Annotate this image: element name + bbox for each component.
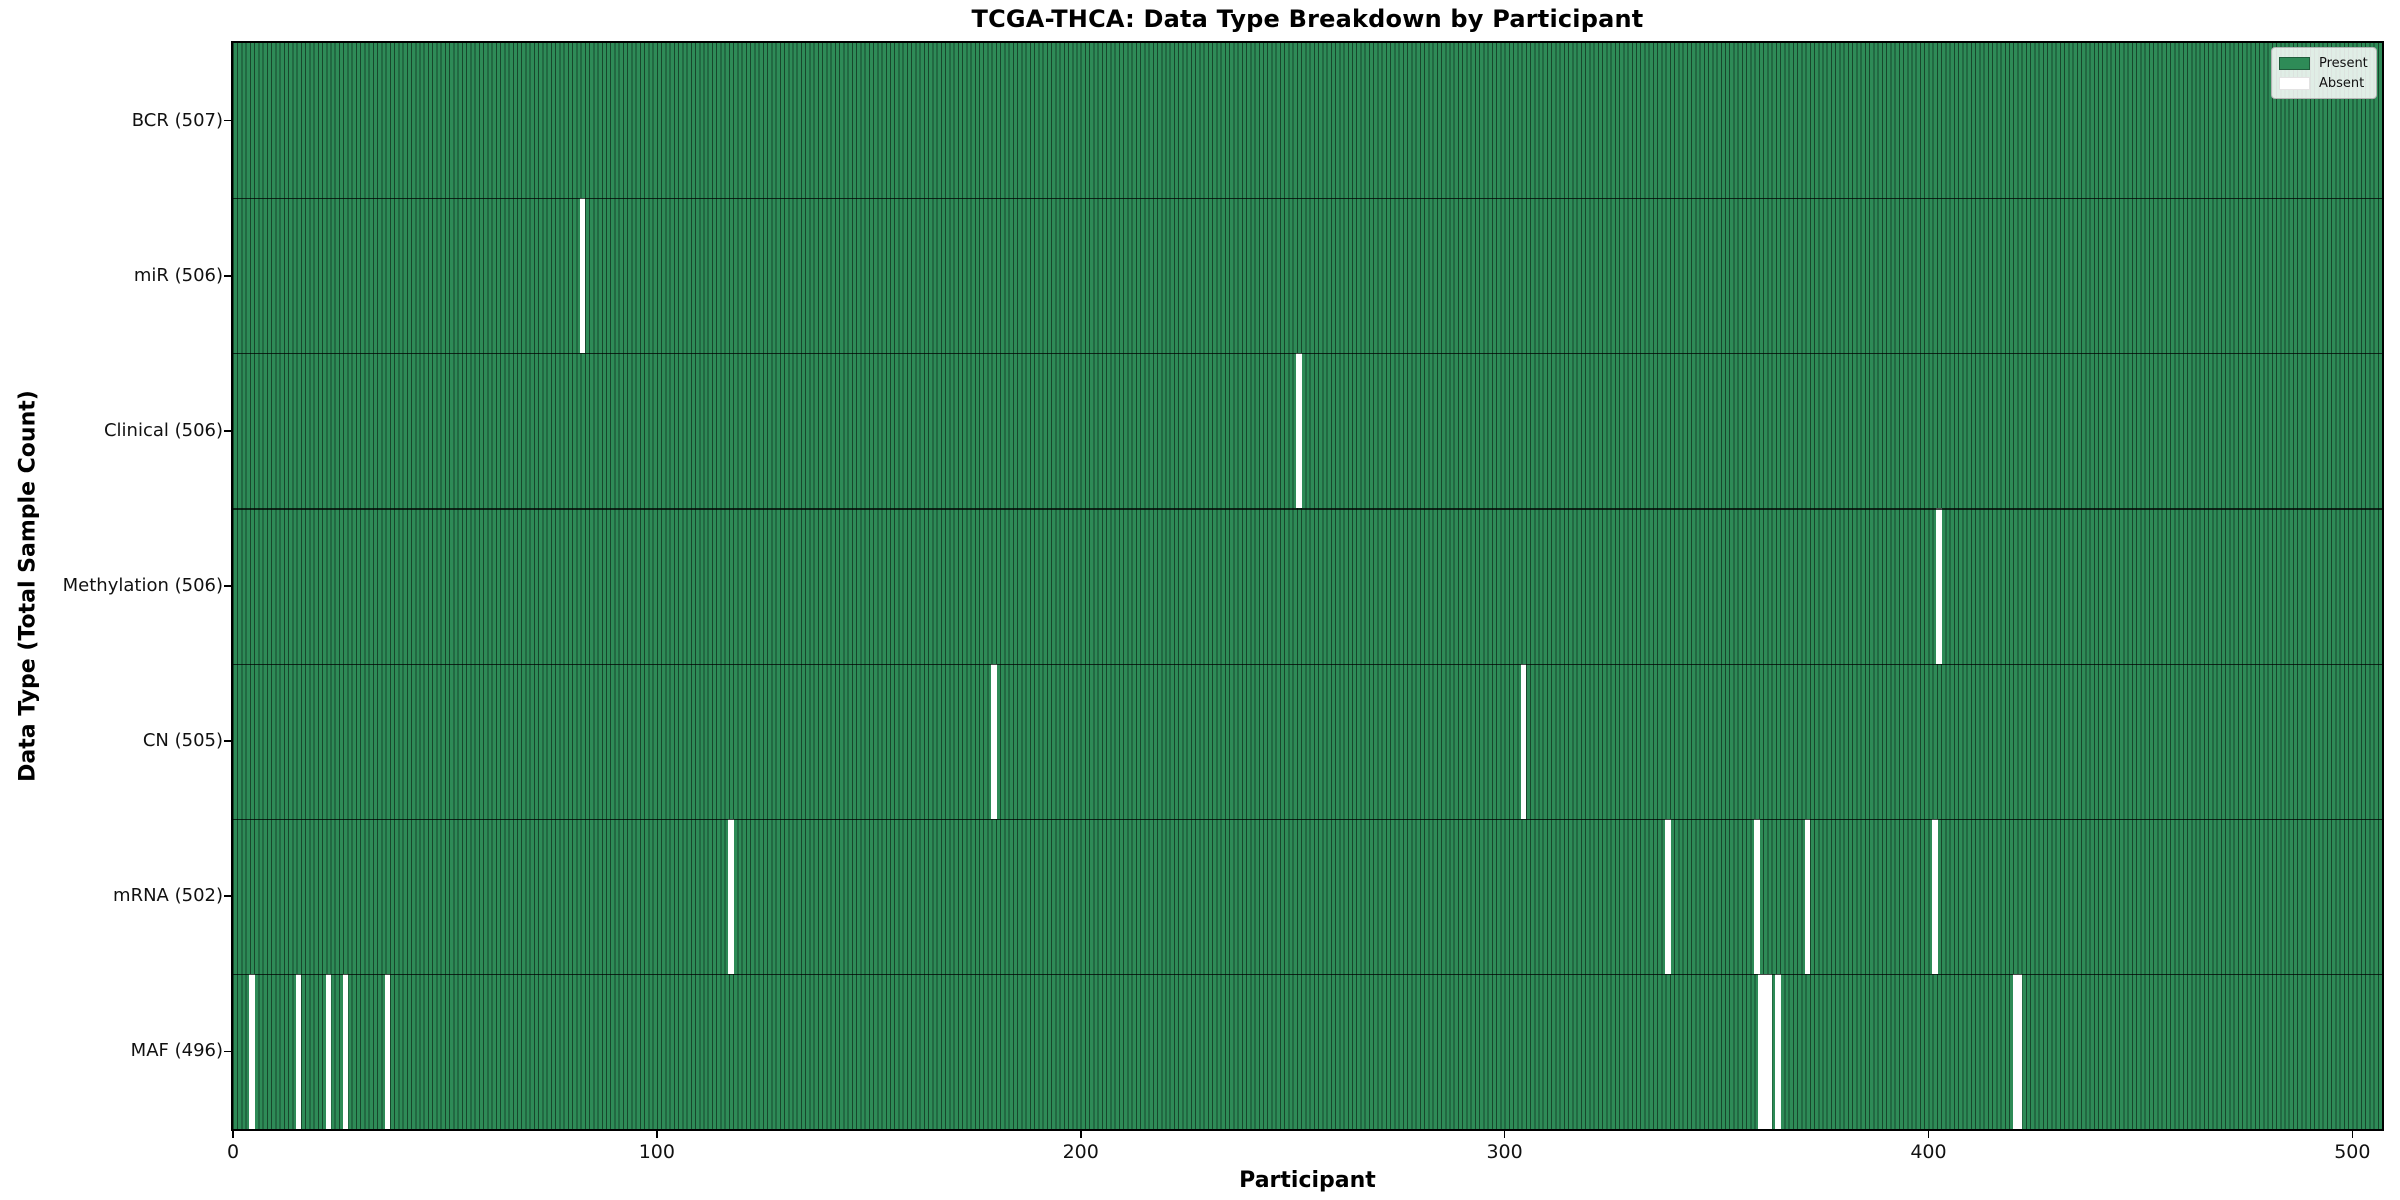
ytick-mark (224, 585, 233, 587)
absent-stripe (1766, 973, 1773, 1129)
absent-stripe (579, 198, 586, 354)
mesh-row-clinical (233, 353, 2382, 509)
mesh-row-cn (233, 663, 2382, 819)
ytick-mark (224, 430, 233, 432)
xtick-mark (2351, 1129, 2354, 1138)
absent-stripe (1754, 818, 1760, 974)
absent-stripe (2012, 973, 2019, 1129)
absent-stripe (249, 973, 255, 1129)
xtick-label-100: 100 (638, 1141, 675, 1163)
absent-stripe (342, 973, 349, 1129)
absent-stripe (1932, 818, 1938, 974)
x-axis-title: Participant (1239, 1168, 1376, 1193)
absent-stripe (1936, 508, 1942, 664)
row-divider (233, 353, 2382, 355)
xtick-label-400: 400 (1910, 1141, 1947, 1163)
xtick-mark (1079, 1129, 1082, 1138)
mesh-row-mrna (233, 818, 2382, 974)
legend-entry-absent: Absent (2279, 73, 2368, 93)
ytick-label-maf: MAF (496) (130, 1040, 223, 1062)
absent-stripe (384, 973, 391, 1129)
absent-stripe (1665, 818, 1671, 974)
absent-stripe (1296, 353, 1302, 509)
legend-swatch-present (2279, 56, 2310, 70)
absent-stripe (2016, 973, 2023, 1129)
ytick-label-methylation: Methylation (506) (62, 575, 223, 596)
ytick-label-cn: CN (505) (142, 730, 223, 752)
mesh-row-maf (233, 973, 2382, 1129)
absent-stripe (1758, 973, 1764, 1129)
row-divider (233, 663, 2382, 665)
ytick-label-mrna: mRNA (502) (113, 885, 223, 907)
mesh-row-mir (233, 198, 2382, 354)
ytick-mark (224, 1050, 233, 1053)
absent-stripe (325, 973, 332, 1129)
absent-stripe (991, 663, 997, 819)
legend-label: Present (2319, 55, 2368, 71)
row-divider (233, 973, 2382, 976)
row-divider (233, 198, 2382, 200)
legend-swatch-absent (2279, 76, 2310, 90)
xtick-mark (1927, 1129, 1930, 1138)
absent-stripe (1520, 663, 1527, 819)
xtick-label-300: 300 (1486, 1141, 1523, 1163)
row-divider (233, 818, 2382, 820)
ytick-mark (224, 274, 233, 277)
xtick-label-0: 0 (226, 1141, 240, 1163)
ytick-label-clinical: Clinical (506) (103, 419, 223, 441)
plot-area (233, 43, 2382, 1129)
mesh-row-bcr (233, 43, 2382, 199)
ytick-label-mir: miR (506) (133, 264, 223, 286)
xtick-label-200: 200 (1062, 1141, 1099, 1163)
ytick-label-bcr: BCR (507) (131, 109, 223, 131)
legend: Present Absent (2271, 47, 2377, 99)
xtick-label-500: 500 (2334, 1141, 2371, 1163)
row-divider (233, 508, 2382, 510)
xtick-mark (1503, 1129, 1506, 1138)
absent-stripe (1762, 973, 1768, 1129)
mesh-row-methylation (233, 508, 2382, 664)
absent-stripe (728, 818, 734, 974)
legend-label: Absent (2319, 75, 2365, 91)
ytick-mark (224, 740, 233, 742)
absent-stripe (1775, 973, 1781, 1129)
chart-title: TCGA-THCA: Data Type Breakdown by Partic… (971, 5, 1644, 33)
absent-stripe (295, 973, 302, 1129)
legend-entry-present: Present (2279, 53, 2368, 73)
ytick-mark (224, 895, 233, 898)
xtick-mark (232, 1129, 234, 1138)
absent-stripe (1804, 818, 1811, 974)
ytick-mark (224, 119, 233, 122)
xtick-mark (656, 1129, 658, 1138)
